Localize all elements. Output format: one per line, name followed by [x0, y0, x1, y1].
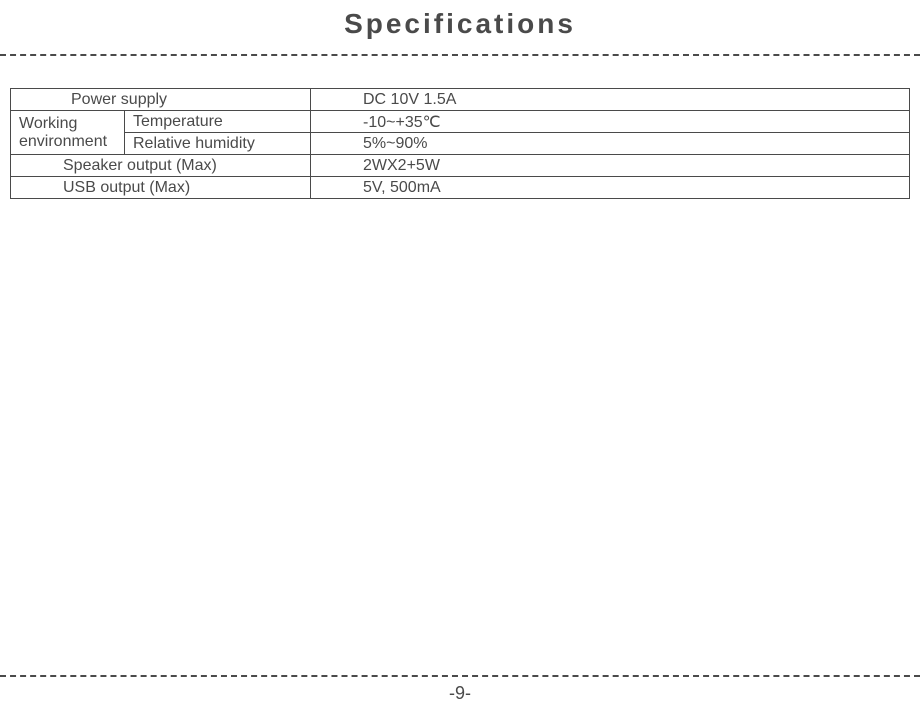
table-row: Power supply DC 10V 1.5A [11, 89, 910, 111]
spec-sublabel: Relative humidity [125, 133, 311, 155]
spec-group-label-line: Working [19, 115, 77, 132]
page-number: -9- [0, 683, 920, 704]
spec-group-label-line: environment [19, 133, 107, 150]
spec-value: 2WX2+5W [311, 155, 910, 177]
spec-value: 5%~90% [311, 133, 910, 155]
spec-sublabel: Temperature [125, 111, 311, 133]
table-row: Relative humidity 5%~90% [11, 133, 910, 155]
table-row: USB output (Max) 5V, 500mA [11, 177, 910, 199]
spec-value: 5V, 500mA [311, 177, 910, 199]
spec-value: DC 10V 1.5A [311, 89, 910, 111]
spec-label: Speaker output (Max) [11, 155, 311, 177]
specifications-table: Power supply DC 10V 1.5A Working environ… [10, 88, 910, 199]
table-row: Working environment Temperature -10~+35℃ [11, 111, 910, 133]
spec-label: USB output (Max) [11, 177, 311, 199]
spec-group-label: Working environment [11, 111, 125, 155]
spec-value: -10~+35℃ [311, 111, 910, 133]
divider-top [0, 54, 920, 56]
divider-bottom [0, 675, 920, 677]
table-row: Speaker output (Max) 2WX2+5W [11, 155, 910, 177]
page-title: Specifications [0, 0, 920, 54]
footer: -9- [0, 675, 920, 704]
spec-label: Power supply [11, 89, 311, 111]
